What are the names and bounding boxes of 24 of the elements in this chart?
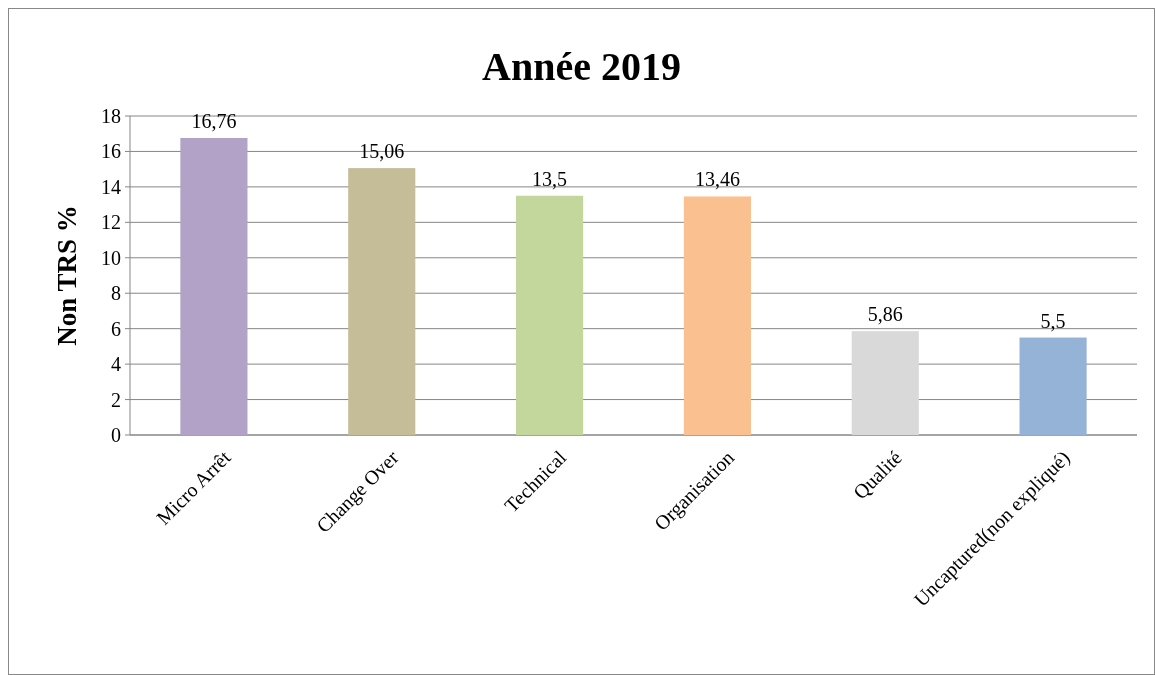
bar bbox=[683, 196, 751, 435]
y-tick-label: 2 bbox=[111, 388, 121, 411]
y-tick-label: 10 bbox=[101, 246, 121, 269]
y-tick-label: 18 bbox=[101, 105, 121, 127]
bar bbox=[348, 168, 416, 435]
data-label: 13,5 bbox=[532, 167, 568, 190]
y-tick-label: 14 bbox=[101, 175, 121, 198]
y-tick-label: 16 bbox=[101, 140, 121, 163]
chart-title: Année 2019 bbox=[482, 44, 681, 89]
data-label: 16,76 bbox=[191, 109, 237, 132]
bar bbox=[180, 137, 248, 435]
data-label: 15,06 bbox=[359, 140, 405, 163]
y-axis-title: Non TRS % bbox=[52, 205, 82, 346]
bar bbox=[516, 195, 584, 435]
y-tick-label: 12 bbox=[101, 211, 121, 234]
bar bbox=[851, 331, 919, 435]
y-tick-label: 0 bbox=[111, 424, 121, 446]
y-tick-label: 8 bbox=[111, 282, 121, 305]
y-tick-label: 6 bbox=[111, 317, 121, 340]
bar bbox=[1019, 337, 1087, 435]
data-label: 5,5 bbox=[1040, 309, 1066, 332]
data-label: 13,46 bbox=[694, 168, 740, 191]
y-tick-label: 4 bbox=[111, 353, 121, 376]
data-label: 5,86 bbox=[867, 303, 903, 326]
